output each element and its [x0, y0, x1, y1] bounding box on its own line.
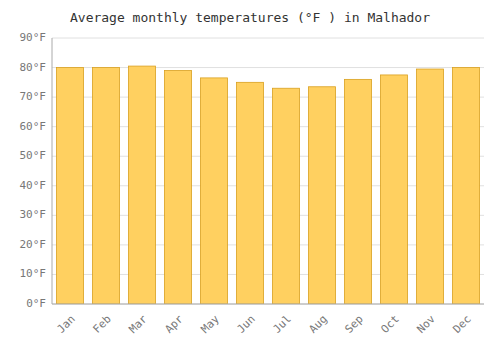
x-axis: Jan Feb Mar Apr May Jun Jul Aug Sep Oct Nov Dec — [55, 312, 474, 336]
bar — [93, 68, 120, 304]
y-tick-label: 20°F — [20, 238, 47, 251]
x-tick-label: Feb — [91, 313, 114, 336]
y-tick-label: 0°F — [26, 297, 46, 310]
chart-container: 0°F 10°F 20°F 30°F 40°F 50°F 60°F 70°F 80°F 90°F J… — [0, 0, 500, 350]
bar — [345, 79, 372, 304]
bar — [165, 71, 192, 304]
x-tick-label: May — [199, 312, 223, 336]
bar — [273, 88, 300, 304]
bar — [237, 82, 264, 304]
bar — [57, 68, 84, 304]
bar — [309, 87, 336, 304]
x-tick-label: Jun — [235, 313, 258, 336]
grid-line — [52, 38, 484, 39]
grid — [52, 38, 484, 304]
y-axis-line — [52, 38, 53, 304]
y-tick-label: 50°F — [20, 149, 47, 162]
grid-line — [52, 304, 484, 305]
y-tick-label: 10°F — [20, 267, 47, 280]
y-tick-label: 80°F — [20, 61, 47, 74]
x-tick-label: Aug — [307, 313, 330, 336]
y-axis: 0°F 10°F 20°F 30°F 40°F 50°F 60°F 70°F 80°F 90°F — [20, 31, 47, 310]
y-tick-label: 90°F — [20, 31, 47, 44]
y-tick-label: 60°F — [20, 120, 47, 133]
x-tick-label: Nov — [415, 312, 439, 336]
bar — [381, 75, 408, 304]
y-tick-label: 70°F — [20, 90, 47, 103]
bar — [129, 66, 156, 304]
x-axis-line — [52, 304, 484, 305]
y-tick-label: 30°F — [20, 208, 47, 221]
bar — [417, 69, 444, 304]
title: Average monthly temperatures (°F ) in Ma… — [70, 10, 430, 25]
chart: 0°F 10°F 20°F 30°F 40°F 50°F 60°F 70°F 80°F 90°F J… — [0, 0, 500, 350]
x-tick-label: Jan — [55, 313, 78, 336]
x-tick-label: Oct — [379, 313, 402, 336]
bar — [201, 78, 228, 304]
x-tick-label: Sep — [343, 313, 366, 336]
y-tick-label: 40°F — [20, 179, 47, 192]
x-tick-label: Jul — [271, 313, 294, 336]
x-tick-label: Dec — [451, 313, 474, 336]
x-tick-label: Mar — [127, 312, 151, 336]
x-tick-label: Apr — [163, 312, 187, 336]
bars — [57, 66, 480, 304]
bar — [453, 68, 480, 304]
